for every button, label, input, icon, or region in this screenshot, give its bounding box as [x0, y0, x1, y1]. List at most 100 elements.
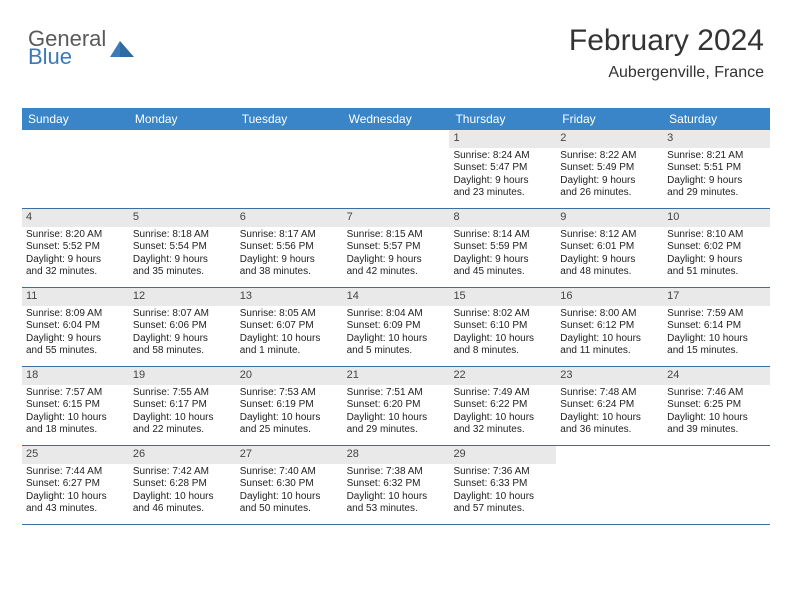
day-number: 21	[343, 367, 450, 385]
day-number: 13	[236, 288, 343, 306]
day-sr: Sunrise: 8:17 AM	[240, 229, 339, 242]
day-number: 1	[449, 130, 556, 148]
day-sr: Sunrise: 8:10 AM	[667, 229, 766, 242]
day-d2: and 26 minutes.	[560, 187, 659, 200]
day-d2: and 38 minutes.	[240, 266, 339, 279]
day-d2: and 15 minutes.	[667, 345, 766, 358]
day-d2: and 51 minutes.	[667, 266, 766, 279]
day-d1: Daylight: 10 hours	[453, 333, 552, 346]
day-d2: and 50 minutes.	[240, 503, 339, 516]
day-cell: 10Sunrise: 8:10 AMSunset: 6:02 PMDayligh…	[663, 209, 770, 287]
day-ss: Sunset: 6:17 PM	[133, 399, 232, 412]
day-ss: Sunset: 5:56 PM	[240, 241, 339, 254]
day-d1: Daylight: 10 hours	[240, 333, 339, 346]
day-cell: 3Sunrise: 8:21 AMSunset: 5:51 PMDaylight…	[663, 130, 770, 208]
day-ss: Sunset: 5:59 PM	[453, 241, 552, 254]
day-number: 6	[236, 209, 343, 227]
day-d2: and 18 minutes.	[26, 424, 125, 437]
day-number: 4	[22, 209, 129, 227]
dow-cell: Saturday	[663, 108, 770, 130]
day-d1: Daylight: 10 hours	[560, 333, 659, 346]
day-number: 17	[663, 288, 770, 306]
day-sr: Sunrise: 7:42 AM	[133, 466, 232, 479]
week-row: 4Sunrise: 8:20 AMSunset: 5:52 PMDaylight…	[22, 209, 770, 288]
day-number: 3	[663, 130, 770, 148]
day-cell: 17Sunrise: 7:59 AMSunset: 6:14 PMDayligh…	[663, 288, 770, 366]
day-d2: and 48 minutes.	[560, 266, 659, 279]
day-d2: and 25 minutes.	[240, 424, 339, 437]
day-ss: Sunset: 6:02 PM	[667, 241, 766, 254]
day-d1: Daylight: 9 hours	[133, 254, 232, 267]
day-number: 5	[129, 209, 236, 227]
day-sr: Sunrise: 7:49 AM	[453, 387, 552, 400]
day-number: 27	[236, 446, 343, 464]
day-d2: and 35 minutes.	[133, 266, 232, 279]
day-d2: and 53 minutes.	[347, 503, 446, 516]
day-sr: Sunrise: 8:18 AM	[133, 229, 232, 242]
day-cell: 25Sunrise: 7:44 AMSunset: 6:27 PMDayligh…	[22, 446, 129, 524]
day-cell	[556, 446, 663, 524]
day-cell: 15Sunrise: 8:02 AMSunset: 6:10 PMDayligh…	[449, 288, 556, 366]
day-cell: 27Sunrise: 7:40 AMSunset: 6:30 PMDayligh…	[236, 446, 343, 524]
day-cell: 2Sunrise: 8:22 AMSunset: 5:49 PMDaylight…	[556, 130, 663, 208]
logo-text-bottom: Blue	[28, 46, 106, 68]
day-sr: Sunrise: 8:12 AM	[560, 229, 659, 242]
day-d1: Daylight: 9 hours	[667, 175, 766, 188]
calendar: SundayMondayTuesdayWednesdayThursdayFrid…	[22, 108, 770, 525]
day-sr: Sunrise: 8:22 AM	[560, 150, 659, 163]
day-cell: 22Sunrise: 7:49 AMSunset: 6:22 PMDayligh…	[449, 367, 556, 445]
day-sr: Sunrise: 8:07 AM	[133, 308, 232, 321]
dow-cell: Friday	[556, 108, 663, 130]
day-cell: 9Sunrise: 8:12 AMSunset: 6:01 PMDaylight…	[556, 209, 663, 287]
day-number: 25	[22, 446, 129, 464]
day-ss: Sunset: 6:01 PM	[560, 241, 659, 254]
day-number: 15	[449, 288, 556, 306]
day-sr: Sunrise: 8:09 AM	[26, 308, 125, 321]
day-d2: and 58 minutes.	[133, 345, 232, 358]
day-d1: Daylight: 9 hours	[240, 254, 339, 267]
day-sr: Sunrise: 8:00 AM	[560, 308, 659, 321]
day-d1: Daylight: 10 hours	[133, 412, 232, 425]
day-cell	[22, 130, 129, 208]
day-d2: and 45 minutes.	[453, 266, 552, 279]
day-cell: 8Sunrise: 8:14 AMSunset: 5:59 PMDaylight…	[449, 209, 556, 287]
week-row: 1Sunrise: 8:24 AMSunset: 5:47 PMDaylight…	[22, 130, 770, 209]
day-sr: Sunrise: 8:20 AM	[26, 229, 125, 242]
day-d1: Daylight: 10 hours	[133, 491, 232, 504]
day-ss: Sunset: 5:47 PM	[453, 162, 552, 175]
day-d2: and 32 minutes.	[453, 424, 552, 437]
day-ss: Sunset: 6:24 PM	[560, 399, 659, 412]
day-d1: Daylight: 10 hours	[240, 491, 339, 504]
day-cell: 28Sunrise: 7:38 AMSunset: 6:32 PMDayligh…	[343, 446, 450, 524]
day-ss: Sunset: 6:04 PM	[26, 320, 125, 333]
day-d1: Daylight: 9 hours	[133, 333, 232, 346]
day-sr: Sunrise: 7:48 AM	[560, 387, 659, 400]
day-cell: 5Sunrise: 8:18 AMSunset: 5:54 PMDaylight…	[129, 209, 236, 287]
week-row: 11Sunrise: 8:09 AMSunset: 6:04 PMDayligh…	[22, 288, 770, 367]
day-d1: Daylight: 9 hours	[453, 254, 552, 267]
day-d1: Daylight: 10 hours	[667, 333, 766, 346]
day-d1: Daylight: 9 hours	[453, 175, 552, 188]
day-ss: Sunset: 6:09 PM	[347, 320, 446, 333]
day-ss: Sunset: 6:20 PM	[347, 399, 446, 412]
dow-cell: Sunday	[22, 108, 129, 130]
day-cell	[663, 446, 770, 524]
day-sr: Sunrise: 7:44 AM	[26, 466, 125, 479]
day-sr: Sunrise: 7:36 AM	[453, 466, 552, 479]
day-cell: 6 Sunrise: 8:17 AMSunset: 5:56 PMDaylight…	[236, 209, 343, 287]
day-cell: 29Sunrise: 7:36 AMSunset: 6:33 PMDayligh…	[449, 446, 556, 524]
day-sr: Sunrise: 7:57 AM	[26, 387, 125, 400]
day-cell: 1Sunrise: 8:24 AMSunset: 5:47 PMDaylight…	[449, 130, 556, 208]
day-sr: Sunrise: 8:14 AM	[453, 229, 552, 242]
day-d1: Daylight: 10 hours	[347, 491, 446, 504]
day-d1: Daylight: 9 hours	[667, 254, 766, 267]
day-ss: Sunset: 6:12 PM	[560, 320, 659, 333]
day-sr: Sunrise: 8:02 AM	[453, 308, 552, 321]
day-number: 20	[236, 367, 343, 385]
day-number: 7	[343, 209, 450, 227]
day-d1: Daylight: 10 hours	[347, 333, 446, 346]
day-d1: Daylight: 9 hours	[560, 175, 659, 188]
day-d2: and 23 minutes.	[453, 187, 552, 200]
week-row: 18Sunrise: 7:57 AMSunset: 6:15 PMDayligh…	[22, 367, 770, 446]
day-d2: and 32 minutes.	[26, 266, 125, 279]
